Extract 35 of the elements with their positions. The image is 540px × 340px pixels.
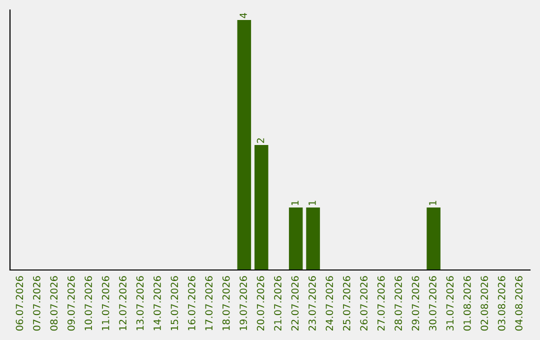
- x-tick-label: 20.07.2026: [256, 276, 264, 331]
- x-tick-label: 30.07.2026: [429, 276, 436, 330]
- x-tick-label: 19.07.2026: [240, 276, 247, 330]
- x-tick-label: 01.08.2026: [463, 276, 471, 331]
- data-label: 1: [291, 200, 299, 206]
- x-tick-label: 03.08.2026: [498, 276, 506, 331]
- x-tick-label: 23.07.2026: [308, 276, 316, 331]
- x-tick-label: 26.07.2026: [360, 276, 368, 331]
- x-tick-label: 10.07.2026: [84, 276, 92, 330]
- data-label: 2: [256, 138, 264, 143]
- x-tick-label: 18.07.2026: [222, 276, 230, 330]
- x-tick-label: 17.07.2026: [205, 276, 213, 330]
- x-tick-label: 15.07.2026: [170, 276, 178, 330]
- x-tick-label: 25.07.2026: [342, 276, 350, 331]
- x-tick-label: 29.07.2026: [412, 276, 420, 331]
- x-tick-label: 06.07.2026: [16, 276, 24, 331]
- x-tick-label: 16.07.2026: [188, 276, 196, 330]
- x-tick-label: 14.07.2026: [154, 276, 161, 330]
- x-tick-label: 21.07.2026: [274, 276, 282, 331]
- data-label: 1: [308, 200, 316, 206]
- x-tick-label: 02.08.2026: [480, 276, 488, 331]
- x-tick-label: 11.07.2026: [102, 276, 110, 330]
- data-label: 4: [240, 12, 247, 18]
- x-tick-label: 22.07.2026: [291, 276, 299, 331]
- x-tick-label: 09.07.2026: [67, 276, 75, 331]
- x-tick-label: 04.08.2026: [515, 276, 522, 331]
- x-tick-label: 12.07.2026: [119, 276, 126, 330]
- x-tick-label: 08.07.2026: [50, 276, 58, 331]
- x-tick-label: 28.07.2026: [394, 276, 402, 331]
- x-tick-label: 31.07.2026: [446, 276, 454, 330]
- x-tick-label: 07.07.2026: [33, 276, 40, 331]
- x-tick-label: 24.07.2026: [326, 276, 334, 331]
- data-label: 1: [429, 200, 436, 206]
- x-tick-label: 27.07.2026: [377, 276, 385, 331]
- x-tick-label: 13.07.2026: [136, 276, 144, 330]
